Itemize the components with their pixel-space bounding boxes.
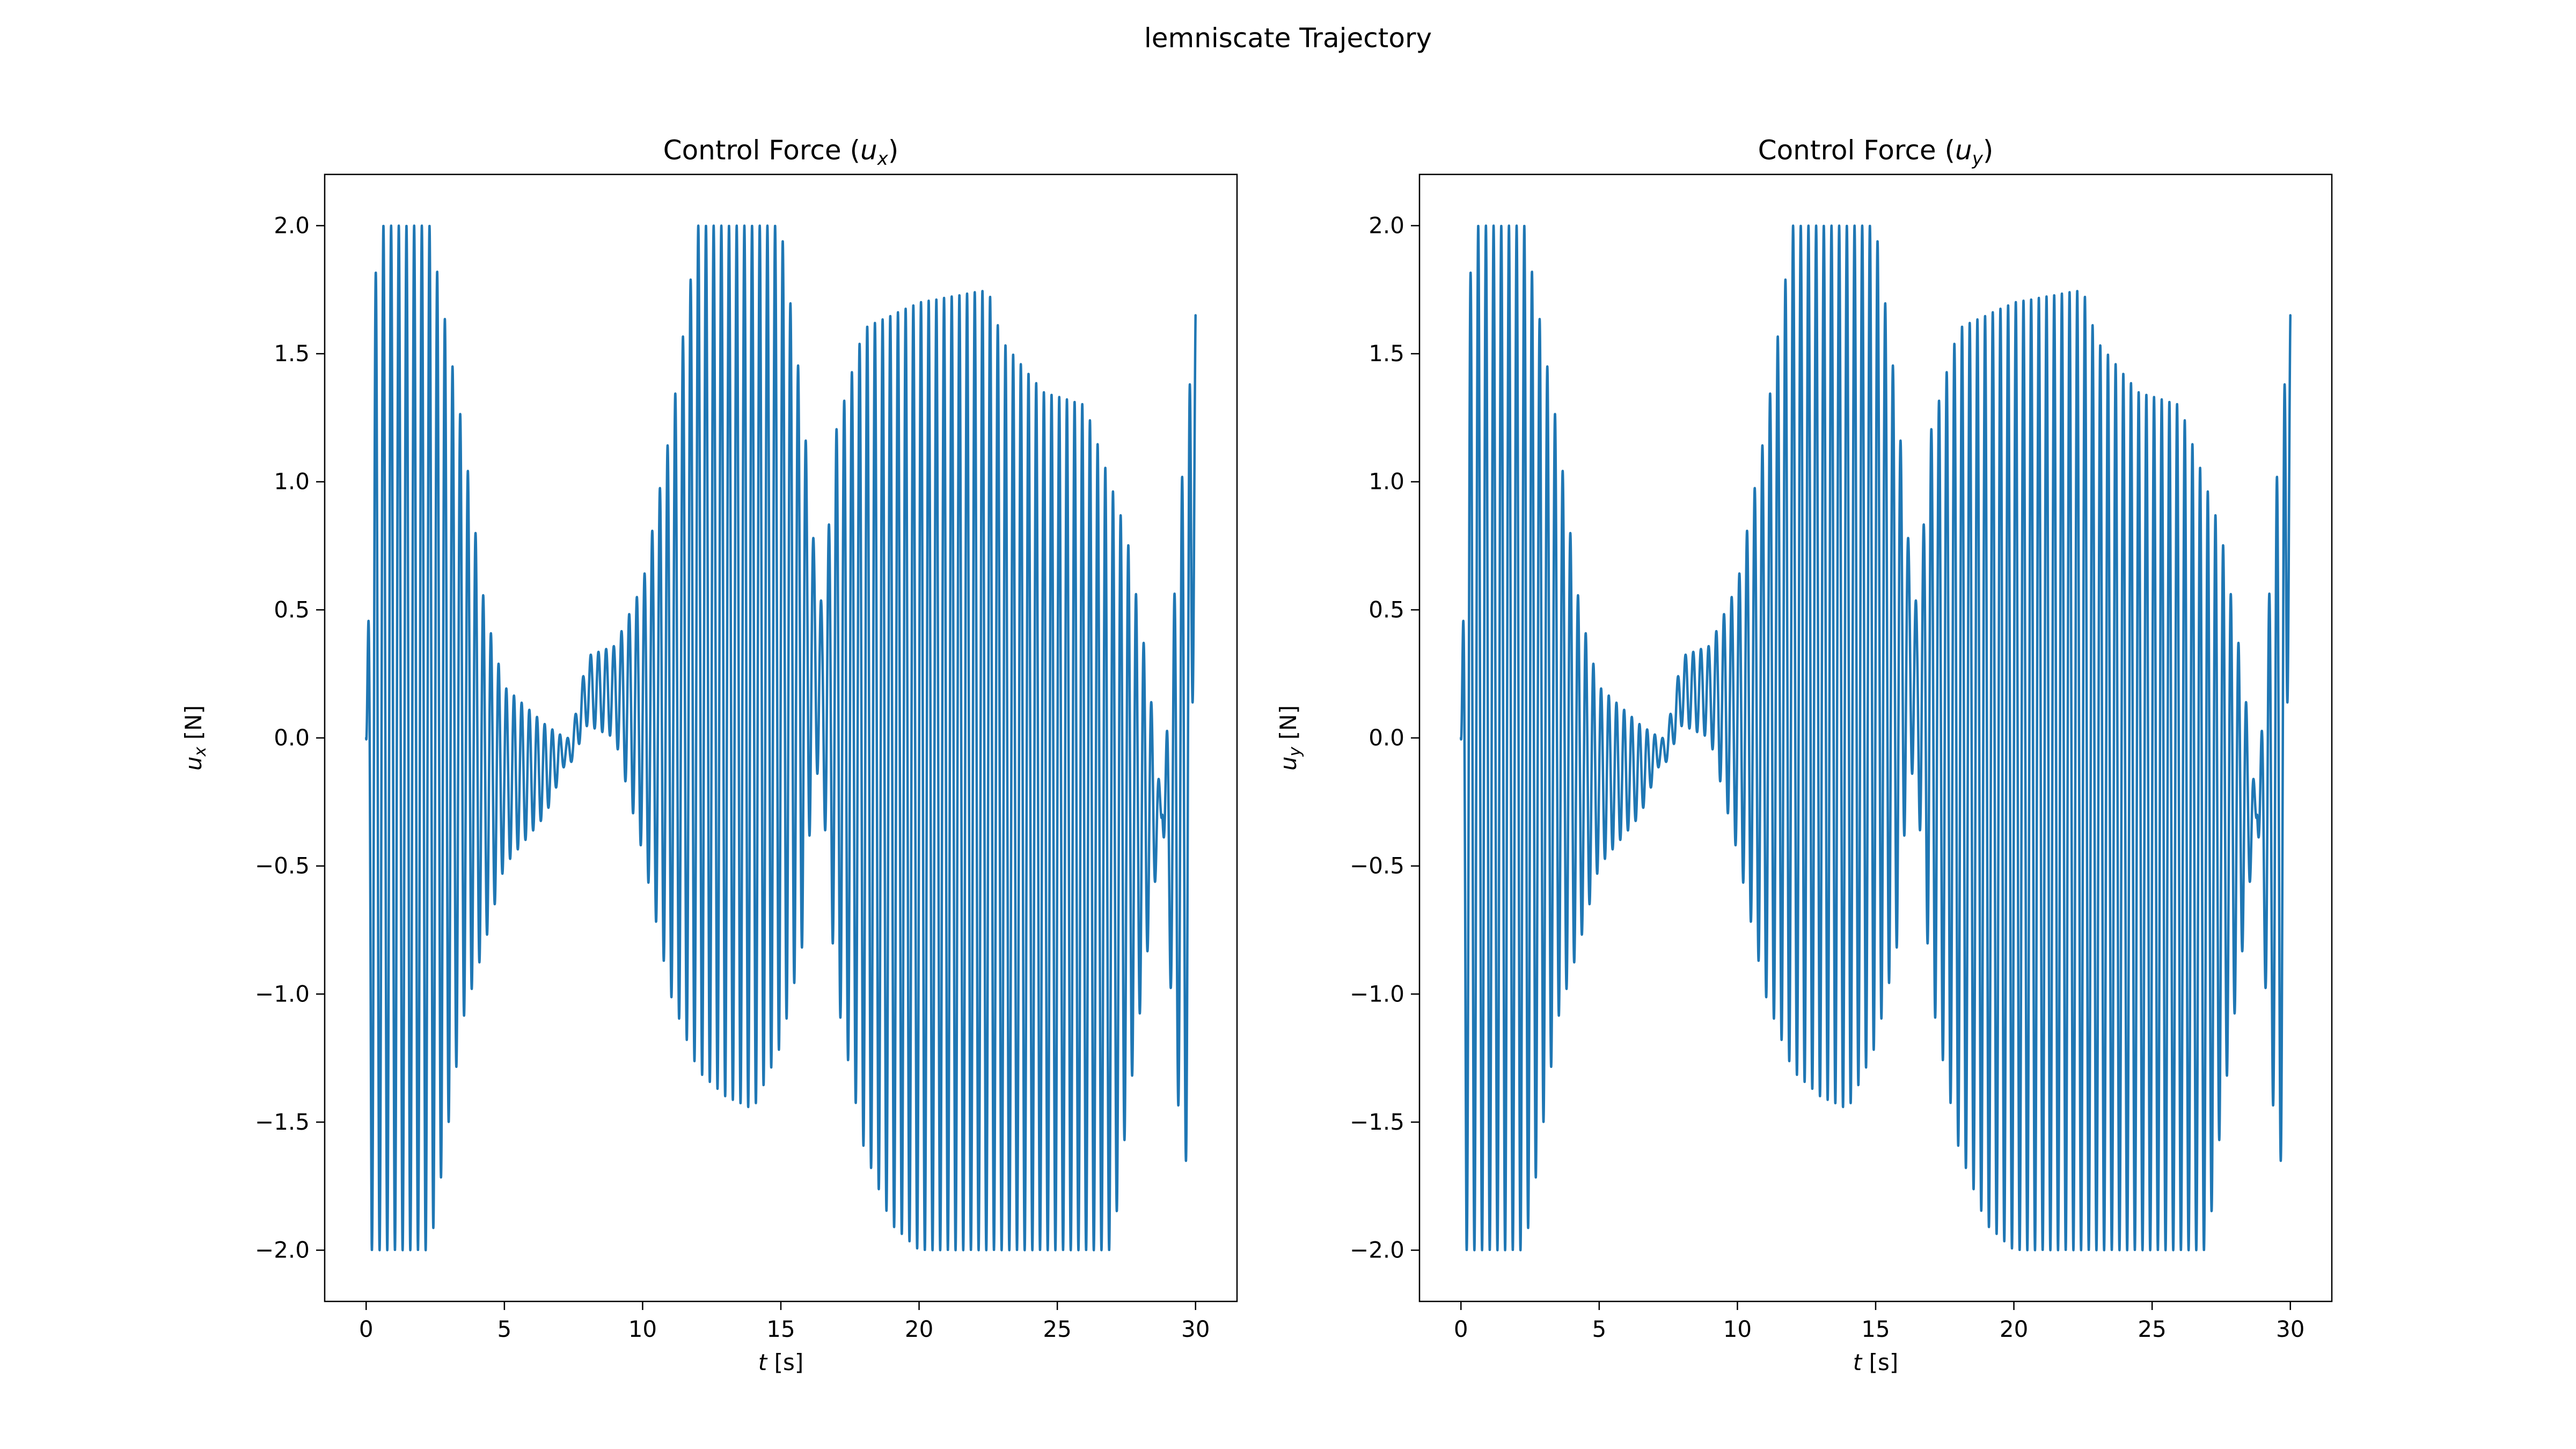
plot-area xyxy=(1460,224,2292,1252)
x-tick-label: 15 xyxy=(766,1316,795,1342)
x-tick-label: 30 xyxy=(2276,1316,2304,1342)
axes-frame xyxy=(1418,173,2333,1302)
y-tick-label: −2.0 xyxy=(255,1237,310,1263)
x-tick-label: 5 xyxy=(1592,1316,1606,1342)
x-tick-label: 10 xyxy=(1723,1316,1752,1342)
y-axis-label: uy [N] xyxy=(1275,705,1305,771)
x-tick-label: 20 xyxy=(905,1316,933,1342)
x-tick-label: 30 xyxy=(1181,1316,1210,1342)
x-axis-label: t [s] xyxy=(758,1349,803,1375)
x-axis-ticks: 0 5 10 15 20 25 30 xyxy=(359,1301,1210,1342)
y-axis-ticks: 2.0 1.5 1.0 0.5 0.0 −0.5 −1.0 −1.5 −2.0 xyxy=(255,212,325,1263)
y-tick-label: −1.5 xyxy=(1350,1109,1404,1135)
y-tick-label: 2.0 xyxy=(1368,212,1404,238)
y-tick-label: 1.5 xyxy=(274,340,310,367)
subplot-title: Control Force (uy) xyxy=(1758,135,1994,170)
y-tick-label: −0.5 xyxy=(1350,853,1404,879)
subplot-title: Control Force (ux) xyxy=(663,135,899,170)
x-tick-label: 25 xyxy=(2138,1316,2166,1342)
y-axis-label: ux [N] xyxy=(180,705,210,771)
plot-area xyxy=(365,224,1197,1252)
y-tick-label: 1.0 xyxy=(274,469,310,495)
subplot-ux: Control Force (ux) 2.0 1.5 1.0 0.5 0.0 −0.5 −1… xyxy=(180,135,1238,1375)
x-tick-label: 25 xyxy=(1043,1316,1071,1342)
x-axis-ticks: 0 5 10 15 20 25 30 xyxy=(1454,1301,2304,1342)
y-tick-label: 0.5 xyxy=(1368,596,1404,623)
x-tick-label: 0 xyxy=(1454,1316,1468,1342)
subplot-uy: Control Force (uy) 2.0 1.5 1.0 0.5 0.0 −0.5 −1… xyxy=(1275,135,2333,1375)
x-tick-label: 0 xyxy=(359,1316,374,1342)
x-tick-label: 20 xyxy=(2000,1316,2028,1342)
x-tick-label: 5 xyxy=(497,1316,511,1342)
y-tick-label: 2.0 xyxy=(274,212,310,238)
x-tick-label: 10 xyxy=(628,1316,657,1342)
y-axis-ticks: 2.0 1.5 1.0 0.5 0.0 −0.5 −1.0 −1.5 −2.0 xyxy=(1350,212,1419,1263)
y-tick-label: −1.0 xyxy=(255,980,310,1007)
x-tick-label: 15 xyxy=(1861,1316,1890,1342)
series-line xyxy=(365,224,1197,1252)
series-line xyxy=(1460,224,2292,1252)
y-tick-label: 1.5 xyxy=(1368,340,1404,367)
y-tick-label: 1.0 xyxy=(1368,469,1404,495)
y-tick-label: 0.0 xyxy=(1368,724,1404,751)
y-tick-label: −0.5 xyxy=(255,853,310,879)
y-tick-label: 0.0 xyxy=(274,724,310,751)
y-tick-label: −2.0 xyxy=(1350,1237,1404,1263)
y-tick-label: −1.5 xyxy=(255,1109,310,1135)
figure-title: lemniscate Trajectory xyxy=(1144,23,1432,54)
axes-frame xyxy=(324,173,1238,1302)
x-axis-label: t [s] xyxy=(1853,1349,1898,1375)
y-tick-label: −1.0 xyxy=(1350,980,1404,1007)
y-tick-label: 0.5 xyxy=(274,596,310,623)
